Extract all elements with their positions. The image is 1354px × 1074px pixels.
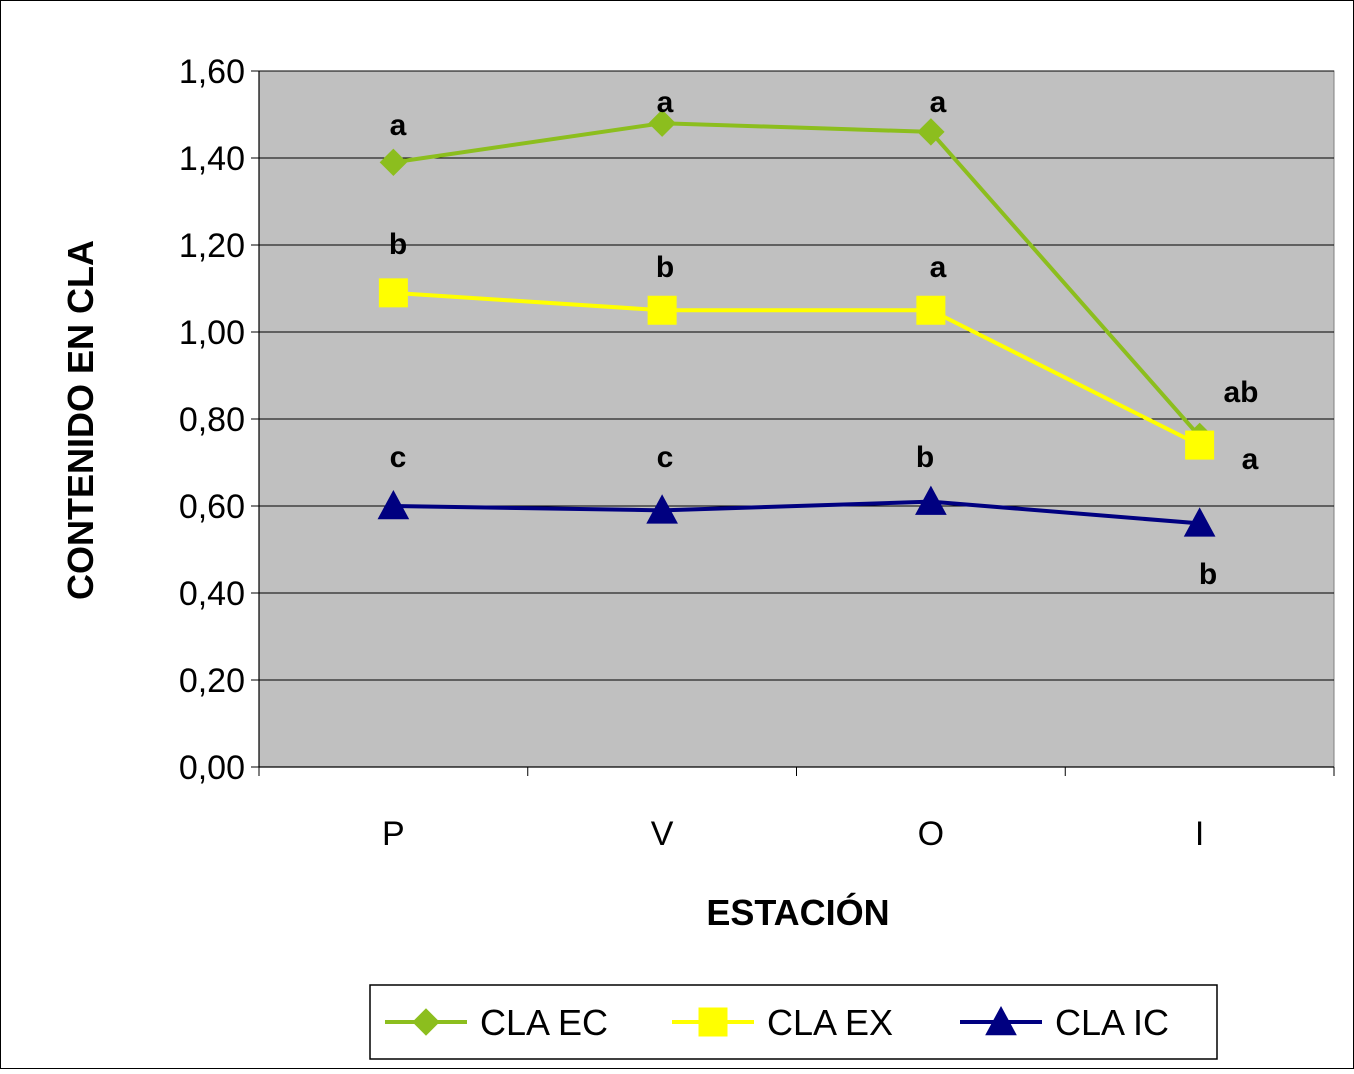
y-tick-label: 0,80: [179, 401, 245, 439]
significance-label: a: [930, 86, 947, 119]
significance-label: a: [657, 86, 674, 119]
y-axis-title: CONTENIDO EN CLA: [60, 240, 101, 600]
legend-item: CLA EX: [672, 1002, 893, 1043]
data-point: [646, 494, 678, 524]
significance-label: ab: [1223, 376, 1258, 409]
data-point: [648, 109, 676, 137]
x-axis-title: ESTACIÓN: [706, 891, 889, 933]
significance-label: b: [1199, 558, 1217, 591]
legend-marker: [698, 1007, 728, 1037]
data-point: [915, 485, 947, 515]
annotation-layer: a a a ab b b a a c c b b: [389, 86, 1259, 591]
x-tick-label: I: [1195, 815, 1204, 853]
significance-label: a: [1242, 443, 1259, 476]
data-point: [1185, 430, 1215, 460]
significance-label: b: [389, 228, 407, 261]
y-tick-label: 1,40: [179, 140, 245, 178]
y-tick-label: 1,60: [179, 53, 245, 91]
significance-label: b: [656, 251, 674, 284]
y-tick-label: 1,20: [179, 227, 245, 265]
x-tick-label: O: [918, 815, 944, 853]
legend: CLA EC CLA EX CLA IC: [369, 984, 1218, 1060]
y-tick-label: 0,60: [179, 488, 245, 526]
legend-label: CLA EX: [767, 1002, 893, 1043]
legend-marker: [985, 1005, 1017, 1036]
x-tick-label: V: [651, 815, 674, 853]
legend-label: CLA IC: [1055, 1002, 1169, 1043]
series-cla-ex: [378, 278, 1215, 460]
data-point: [1183, 507, 1216, 537]
y-tick-label: 0,00: [179, 749, 245, 787]
legend-marker: [412, 1008, 440, 1036]
data-point: [378, 278, 408, 308]
legend-box: [369, 984, 1218, 1060]
series-line: [393, 121, 1202, 438]
y-tick-label: 0,40: [179, 575, 245, 613]
data-point: [379, 148, 408, 177]
y-tick-label: 1,00: [179, 314, 245, 352]
significance-label: b: [916, 441, 934, 474]
series-line: [393, 290, 1201, 447]
y-tick-label: 0,20: [179, 662, 245, 700]
series-layer: [377, 109, 1216, 537]
data-point: [916, 295, 946, 325]
data-point: [917, 118, 945, 146]
legend-item: CLA IC: [960, 1002, 1169, 1043]
axes: 0,00 0,20 0,40 0,60 0,80 1,00 1,20 1,40 1,60 P V O I: [179, 53, 1335, 853]
legend-item: CLA EC: [385, 1002, 608, 1043]
series-line: [393, 499, 1200, 526]
data-point: [377, 489, 410, 520]
significance-label: c: [390, 441, 407, 474]
legend-label: CLA EC: [480, 1002, 608, 1043]
series-cla-ic: [377, 485, 1216, 537]
significance-label: a: [930, 251, 947, 284]
significance-label: c: [657, 441, 674, 474]
data-point: [647, 295, 677, 325]
significance-label: a: [390, 109, 407, 142]
x-tick-label: P: [382, 815, 405, 853]
